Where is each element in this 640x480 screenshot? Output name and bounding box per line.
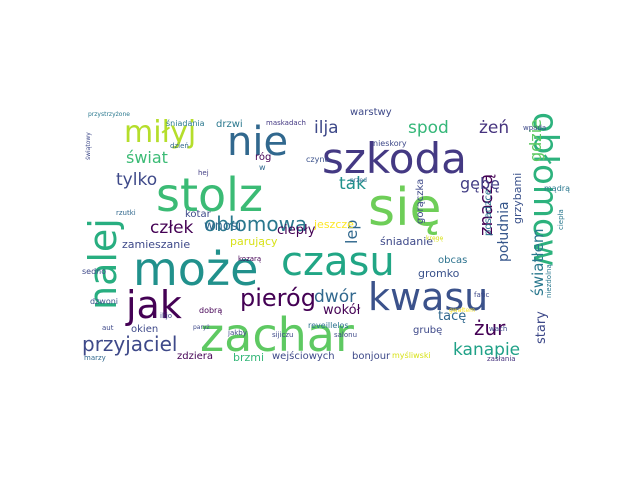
word-nie: nie <box>227 119 289 165</box>
word-pierog: pieróg <box>240 284 316 312</box>
word-jak: jak <box>126 283 182 327</box>
word-reveillelos: reveillelos <box>308 321 349 330</box>
word-salonu: salonu <box>334 331 358 339</box>
word-zur: żur <box>474 316 506 340</box>
word-ilijo: ilijo <box>160 312 173 320</box>
word-goraczka: gorączka <box>415 178 426 224</box>
word-przed: przed <box>350 177 367 184</box>
word-szkoda: szkoda <box>322 134 467 183</box>
word-przyjaciel: przyjaciel <box>82 332 178 356</box>
word-jakby: jakby <box>228 329 247 337</box>
word-dwor: dwór <box>314 287 357 307</box>
word-drzwi: drzwi <box>216 119 243 130</box>
word-aut: aut <box>102 324 114 332</box>
word-posadzce: posadzce <box>483 188 494 236</box>
word-gebe: gębę <box>460 174 500 193</box>
word-maskadach: maskadach <box>266 119 306 127</box>
word-tylko: tylko <box>116 170 158 190</box>
word-sniadanie: śniadanie <box>380 235 434 248</box>
word-sie: się <box>368 178 442 238</box>
word-paryz: paryż <box>193 324 210 331</box>
word-moze: może <box>133 242 259 296</box>
word-stary: stary <box>534 311 549 344</box>
word-czynu: czynu <box>306 155 330 164</box>
word-mysliwski: myśliwski <box>392 351 431 360</box>
word-gwaltem: gwałtem <box>449 307 475 314</box>
word-grzybami: grzybami <box>511 172 524 224</box>
word-sijiczu: sijiczu <box>272 331 294 339</box>
word-rzutki: rzutki <box>116 209 136 217</box>
word-cieply: ciepły <box>277 223 316 238</box>
word-niezdolna: niezdolną <box>545 264 553 298</box>
word-wnosi: wnosi <box>204 219 242 234</box>
word-warstwy: warstwy <box>350 107 392 118</box>
word-w: w <box>259 163 266 172</box>
word-marzy: marzy <box>84 354 106 362</box>
word-poludnia: południa <box>496 201 512 262</box>
word-czlek: człek <box>150 218 194 238</box>
word-madra: mądrą <box>544 184 570 193</box>
word-sniadania: śniadania <box>166 119 205 128</box>
word-brzmi: brzmi <box>233 351 265 364</box>
word-stolz: stolz <box>156 168 264 222</box>
word-przystrzyzone: przystrzyżone <box>88 111 130 118</box>
word-kanapie: kanapie <box>453 340 521 360</box>
word-swiatlem: światłem <box>529 228 547 296</box>
word-dobra: dobrą <box>199 306 223 315</box>
word-czasu: czasu <box>281 239 395 285</box>
word-wejsciowych: wejściowych <box>272 351 335 362</box>
word-ilja: ilja <box>314 118 339 138</box>
word-tak: tak <box>339 174 366 194</box>
word-nieskory: nieskory <box>373 139 407 148</box>
word-gromko: gromko <box>418 267 460 280</box>
word-kozara: kozarą <box>238 255 262 263</box>
word-zamieszanie: zamieszanie <box>122 238 191 251</box>
word-kwasu: kwasu <box>368 275 489 319</box>
word-ciepla: ciepła <box>557 209 565 230</box>
word-okien: okien <box>131 324 159 335</box>
word-oblomowa: obłomowa <box>204 212 308 236</box>
word-jeszcze: jeszcze <box>314 218 354 231</box>
word-zen: żeń <box>479 118 510 138</box>
word-rog: róg <box>255 152 272 163</box>
word-milyj: miłyj <box>124 115 197 150</box>
word-wpada: wpada <box>523 124 547 132</box>
word-grube: grubę <box>413 325 443 336</box>
word-bonjour: bonjour <box>352 351 391 362</box>
word-spod: spod <box>408 118 449 138</box>
word-zaslania: zasłania <box>487 355 516 363</box>
word-wokol: wokół <box>323 303 361 318</box>
word-kotar: kotar <box>185 209 211 220</box>
word-kreg: kręgę <box>426 235 444 242</box>
word-fatic: fatic <box>474 291 490 299</box>
word-dzien: dzień <box>170 142 189 150</box>
word-obcas: obcas <box>438 255 468 266</box>
word-swiatowy: świątowy <box>85 132 92 160</box>
word-dzwoni: dzwoni <box>90 297 119 306</box>
word-swiat: świat <box>126 148 168 167</box>
word-zdziera: zdziera <box>177 351 214 362</box>
word-hej: hej <box>198 169 209 177</box>
word-wach: wach <box>489 325 508 333</box>
word-sedno: sedno <box>82 267 107 276</box>
word-zachar: zachar <box>200 308 354 362</box>
word-tace: tacę <box>438 309 467 324</box>
word-parujacy: parujący <box>230 235 278 248</box>
